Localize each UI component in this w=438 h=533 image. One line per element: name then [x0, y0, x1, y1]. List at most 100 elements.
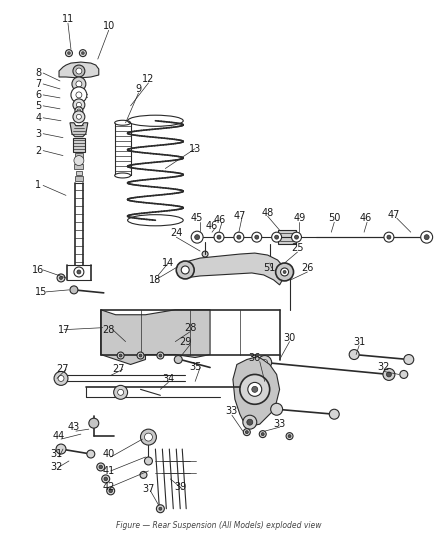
FancyBboxPatch shape — [76, 171, 82, 175]
Ellipse shape — [67, 52, 71, 54]
Ellipse shape — [245, 431, 248, 434]
Ellipse shape — [72, 77, 86, 91]
Polygon shape — [233, 357, 279, 426]
Text: 5: 5 — [35, 101, 41, 111]
Ellipse shape — [294, 235, 298, 239]
FancyBboxPatch shape — [74, 164, 83, 168]
Ellipse shape — [194, 235, 200, 240]
Text: 28: 28 — [184, 322, 196, 333]
Ellipse shape — [286, 433, 293, 440]
Ellipse shape — [115, 120, 131, 125]
Text: 46: 46 — [206, 221, 218, 231]
Ellipse shape — [54, 372, 68, 385]
Text: 39: 39 — [174, 482, 187, 492]
Ellipse shape — [272, 232, 282, 242]
Ellipse shape — [140, 471, 147, 479]
Ellipse shape — [60, 277, 63, 279]
Text: 26: 26 — [301, 263, 314, 273]
Ellipse shape — [281, 268, 289, 276]
FancyBboxPatch shape — [76, 158, 82, 164]
Text: Figure — Rear Suspension (All Models) exploded view: Figure — Rear Suspension (All Models) ex… — [116, 521, 322, 530]
Ellipse shape — [384, 232, 394, 242]
Ellipse shape — [255, 235, 259, 239]
Ellipse shape — [292, 232, 301, 242]
Text: 3: 3 — [35, 128, 41, 139]
Text: 47: 47 — [234, 211, 246, 221]
Ellipse shape — [76, 81, 82, 87]
Ellipse shape — [202, 251, 208, 257]
Text: 13: 13 — [189, 143, 201, 154]
Ellipse shape — [74, 267, 84, 277]
Ellipse shape — [157, 352, 164, 359]
Ellipse shape — [115, 173, 131, 178]
Text: 16: 16 — [32, 265, 44, 275]
Polygon shape — [101, 310, 210, 365]
Text: 9: 9 — [135, 84, 141, 94]
Text: 42: 42 — [102, 482, 115, 492]
Ellipse shape — [244, 429, 250, 435]
Ellipse shape — [329, 409, 339, 419]
Text: 33: 33 — [226, 406, 238, 416]
Text: 50: 50 — [328, 213, 340, 223]
Text: 36: 36 — [249, 352, 261, 362]
Text: 48: 48 — [261, 208, 274, 219]
Ellipse shape — [234, 232, 244, 242]
Text: 28: 28 — [102, 325, 115, 335]
Text: 29: 29 — [179, 337, 191, 346]
Ellipse shape — [258, 356, 272, 369]
Ellipse shape — [275, 235, 279, 239]
Ellipse shape — [107, 487, 115, 495]
Ellipse shape — [176, 261, 194, 279]
Ellipse shape — [74, 156, 84, 166]
Text: 32: 32 — [50, 462, 62, 472]
Ellipse shape — [424, 235, 429, 240]
Ellipse shape — [75, 107, 83, 115]
Text: 15: 15 — [35, 287, 47, 297]
Ellipse shape — [217, 235, 221, 239]
Ellipse shape — [114, 385, 127, 399]
Ellipse shape — [271, 403, 283, 415]
Text: 31: 31 — [50, 449, 62, 459]
Ellipse shape — [404, 354, 414, 365]
Ellipse shape — [139, 354, 142, 357]
Text: 45: 45 — [191, 213, 203, 223]
Ellipse shape — [56, 444, 66, 454]
Ellipse shape — [73, 65, 85, 77]
Text: 27: 27 — [57, 365, 69, 375]
Ellipse shape — [248, 382, 262, 397]
Ellipse shape — [181, 266, 189, 274]
Ellipse shape — [387, 235, 391, 239]
Text: 14: 14 — [162, 258, 174, 268]
Text: 44: 44 — [53, 431, 65, 441]
Text: 46: 46 — [360, 213, 372, 223]
Ellipse shape — [119, 354, 122, 357]
Ellipse shape — [109, 489, 113, 492]
Ellipse shape — [262, 360, 268, 366]
Text: 25: 25 — [291, 243, 304, 253]
Polygon shape — [70, 123, 88, 136]
Ellipse shape — [243, 415, 257, 429]
Ellipse shape — [57, 274, 65, 282]
Ellipse shape — [65, 50, 72, 56]
Ellipse shape — [117, 352, 124, 359]
Text: 17: 17 — [58, 325, 70, 335]
Ellipse shape — [76, 114, 81, 119]
Text: 49: 49 — [293, 213, 306, 223]
Ellipse shape — [386, 372, 392, 377]
Ellipse shape — [283, 270, 286, 273]
Ellipse shape — [145, 433, 152, 441]
Text: 33: 33 — [273, 419, 286, 429]
Ellipse shape — [76, 68, 82, 74]
Ellipse shape — [104, 477, 107, 481]
Ellipse shape — [421, 231, 433, 243]
Ellipse shape — [81, 52, 85, 54]
Ellipse shape — [288, 434, 291, 438]
Text: 10: 10 — [102, 21, 115, 31]
Ellipse shape — [259, 431, 266, 438]
Text: 6: 6 — [35, 90, 41, 100]
Text: 51: 51 — [264, 263, 276, 273]
Ellipse shape — [137, 352, 144, 359]
Ellipse shape — [73, 111, 85, 123]
Ellipse shape — [261, 433, 264, 435]
FancyBboxPatch shape — [73, 138, 85, 151]
